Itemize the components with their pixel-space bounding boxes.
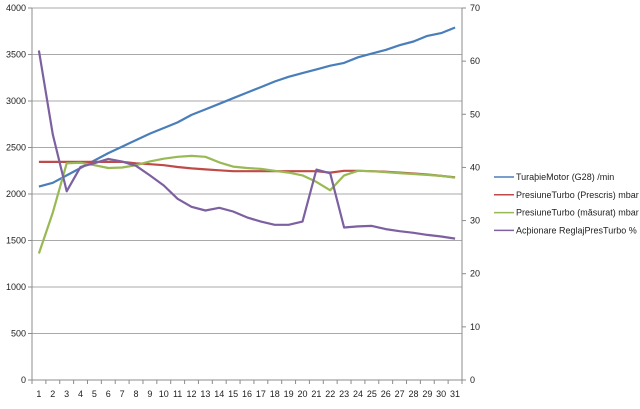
x-tick-label: 11: [173, 389, 182, 399]
x-tick-label: 18: [270, 389, 280, 399]
x-tick-label: 12: [187, 389, 197, 399]
y2-tick-label: 10: [470, 322, 480, 332]
legend-label: Acþionare ReglajPresTurbo %: [516, 225, 637, 235]
y2-tick-label: 40: [470, 162, 480, 172]
y-tick-label: 3500: [6, 50, 26, 60]
series-line-2: [38, 160, 456, 179]
axes: 0 500 1000 1500 2000 2500 3000 3500 4000 0 10 20 30 4…: [6, 3, 480, 399]
legend: TuraþieMotor (G28) /min PresiuneTurbo (Pr…: [494, 172, 639, 235]
y-tick-label: 1500: [6, 236, 26, 246]
x-tick-label: 29: [422, 389, 432, 399]
y-tick-label: 4000: [6, 3, 26, 13]
x-tick-label: 8: [134, 389, 139, 399]
x-tick-label: 20: [297, 389, 307, 399]
series-line-3: [37, 154, 456, 254]
y-tick-label: 500: [11, 329, 26, 339]
y2-tick-label: 60: [470, 56, 480, 66]
x-tick-label: 2: [50, 389, 55, 399]
y-tick-label: 3000: [6, 96, 26, 106]
x-tick-label: 9: [147, 389, 152, 399]
legend-label: PresiuneTurbo (măsurat) mbar: [516, 208, 639, 218]
x-tick-label: 3: [64, 389, 69, 399]
x-tick-label: 5: [92, 389, 97, 399]
x-tick-label: 31: [450, 389, 460, 399]
legend-label: PresiuneTurbo (Prescris) mbar: [516, 190, 639, 200]
series-line-4: [37, 50, 456, 240]
x-tick-label: 22: [325, 389, 335, 399]
y-tick-label: 2500: [6, 143, 26, 153]
y2-tick-label: 20: [470, 269, 480, 279]
x-tick-label: 17: [256, 389, 266, 399]
x-tick-label: 27: [395, 389, 405, 399]
series-line-1: [38, 26, 456, 188]
x-tick-label: 6: [106, 389, 111, 399]
x-tick-label: 28: [408, 389, 418, 399]
x-tick-label: 16: [242, 389, 252, 399]
y-tick-label: 2000: [6, 189, 26, 199]
series-lines: [37, 26, 456, 254]
x-tick-label: 24: [353, 389, 363, 399]
x-tick-label: 10: [159, 389, 169, 399]
x-tick-label: 21: [311, 389, 321, 399]
y2-tick-label: 0: [470, 375, 475, 385]
y-tick-label: 1000: [6, 282, 26, 292]
x-tick-label: 26: [381, 389, 391, 399]
y2-tick-label: 70: [470, 3, 480, 13]
x-tick-label: 23: [339, 389, 349, 399]
x-tick-label: 13: [200, 389, 210, 399]
x-tick-label: 25: [367, 389, 377, 399]
x-tick-label: 14: [214, 389, 224, 399]
y2-tick-label: 50: [470, 109, 480, 119]
x-tick-label: 4: [78, 389, 83, 399]
y-tick-label: 0: [21, 375, 26, 385]
x-tick-label: 19: [284, 389, 294, 399]
gridlines: [32, 7, 462, 334]
legend-label: TuraþieMotor (G28) /min: [516, 172, 614, 182]
y2-tick-label: 30: [470, 216, 480, 226]
x-tick-label: 15: [228, 389, 238, 399]
x-tick-label: 30: [436, 389, 446, 399]
x-tick-label: 7: [120, 389, 125, 399]
x-tick-label: 1: [36, 389, 41, 399]
